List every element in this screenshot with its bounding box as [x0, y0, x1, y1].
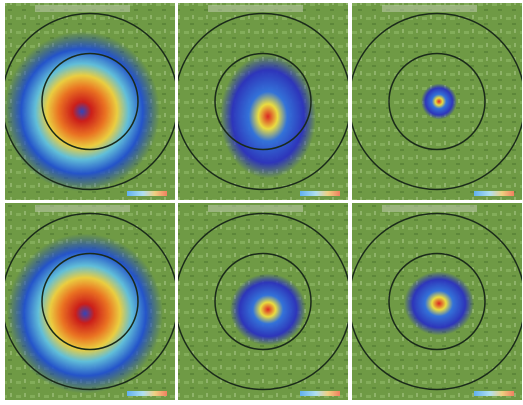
heat-blob — [7, 234, 163, 394]
radar-panel — [349, 203, 523, 400]
label-strip — [208, 5, 303, 12]
panel-content — [2, 3, 178, 200]
radar-panel — [2, 203, 178, 400]
label-strip — [208, 205, 303, 212]
label-strip — [382, 205, 477, 212]
label-strip — [382, 5, 477, 12]
color-bar — [300, 391, 340, 396]
label-strip — [35, 5, 130, 12]
radar-panel — [175, 203, 351, 400]
panel-content — [175, 203, 351, 400]
label-strip — [35, 205, 130, 212]
radar-panel — [2, 3, 178, 200]
panel-content — [349, 203, 523, 400]
color-bar — [300, 191, 340, 196]
heat-blob — [404, 272, 474, 336]
panel-content — [175, 3, 351, 200]
color-bar — [474, 191, 514, 196]
panel-content — [349, 3, 523, 200]
radar-panel — [349, 3, 523, 200]
color-bar — [127, 191, 167, 196]
panel-content — [2, 203, 178, 400]
color-bar — [474, 391, 514, 396]
radar-grid — [0, 0, 523, 405]
radar-panel — [175, 3, 351, 200]
heat-blob — [230, 274, 306, 346]
page: (() => { const data = JSON.parse(documen… — [0, 0, 523, 405]
heat-blob — [421, 84, 457, 120]
color-bar — [127, 391, 167, 396]
